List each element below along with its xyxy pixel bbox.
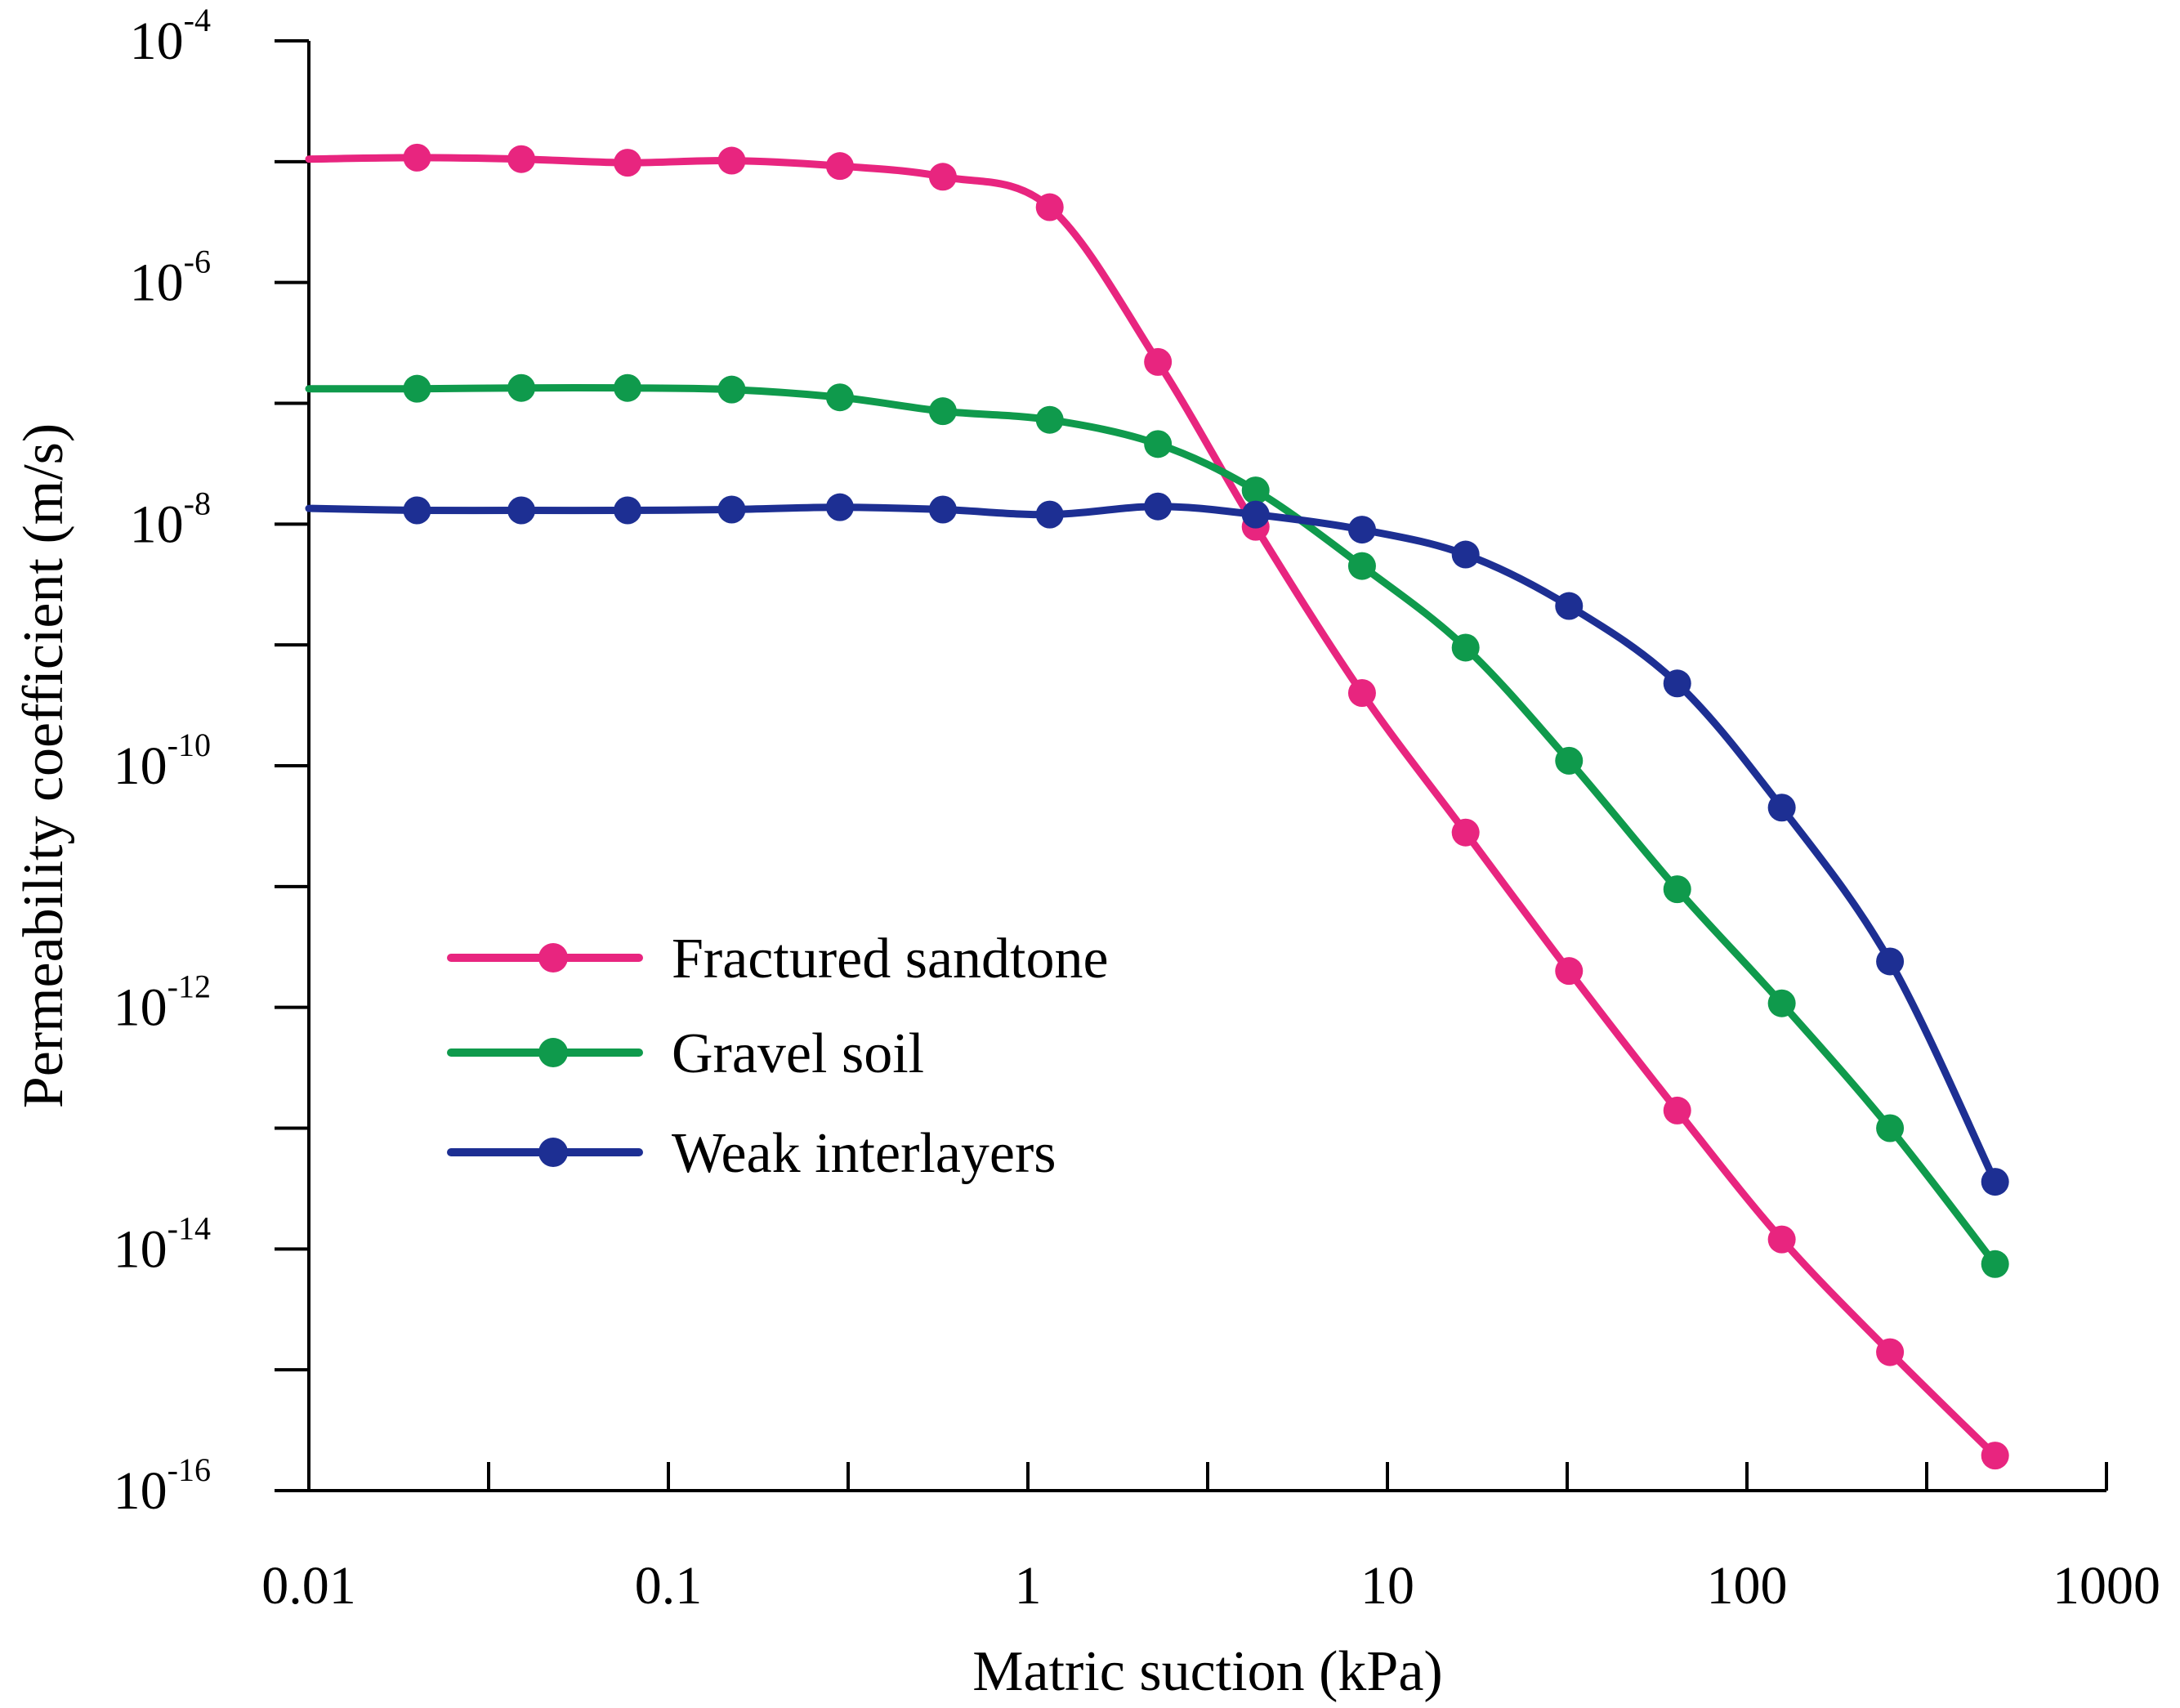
- y-tick-exponent: -14: [168, 1209, 211, 1246]
- legend-swatch-marker: [538, 1038, 568, 1067]
- plot-area: 0.01 0.1 1 10 100 100010-410-610-810-1010-121…: [114, 2, 2160, 1616]
- data-point-gravel-soil: [614, 373, 642, 402]
- data-point-gravel-soil: [1451, 633, 1480, 662]
- y-tick-label: 10-12: [114, 968, 211, 1038]
- x-tick-label: 1000: [2053, 1556, 2160, 1616]
- data-point-fractured-sandtone: [1555, 957, 1584, 986]
- data-point-weak-interlayers: [403, 496, 431, 525]
- legend-item-weak-interlayers: Weak interlayers: [447, 1122, 1056, 1185]
- data-point-weak-interlayers: [614, 496, 642, 525]
- data-point-gravel-soil: [928, 397, 957, 426]
- data-point-fractured-sandtone: [1451, 818, 1480, 847]
- x-tick-label: 100: [1707, 1556, 1788, 1616]
- series-gravel-soil: [305, 373, 2009, 1278]
- y-tick-exponent: -10: [168, 727, 211, 763]
- data-point-gravel-soil: [507, 373, 536, 402]
- data-point-weak-interlayers: [1663, 669, 1691, 698]
- legend-label: Weak interlayers: [672, 1122, 1056, 1185]
- data-point-weak-interlayers: [1347, 516, 1376, 544]
- data-point-gravel-soil: [1876, 1114, 1905, 1142]
- y-tick-base: 10: [114, 1219, 168, 1279]
- y-tick-label: 10-14: [114, 1209, 211, 1279]
- data-point-fractured-sandtone: [928, 163, 957, 191]
- data-point-weak-interlayers: [1144, 492, 1173, 521]
- x-tick-label: 10: [1360, 1556, 1414, 1616]
- legend-label: Fractured sandtone: [672, 928, 1109, 990]
- data-point-fractured-sandtone: [507, 145, 536, 173]
- y-tick-base: 10: [114, 978, 168, 1038]
- y-tick-base: 10: [114, 1461, 168, 1521]
- legend-label: Gravel soil: [672, 1022, 924, 1085]
- data-point-weak-interlayers: [717, 495, 746, 524]
- legend-swatch-marker: [538, 1138, 568, 1167]
- legend-item-gravel-soil: Gravel soil: [447, 1022, 924, 1085]
- data-point-weak-interlayers: [1767, 794, 1796, 822]
- data-point-gravel-soil: [1981, 1250, 2009, 1278]
- y-tick-base: 10: [114, 736, 168, 796]
- data-point-gravel-soil: [403, 374, 431, 403]
- series-line-weak-interlayers: [305, 503, 1999, 1186]
- y-tick-label: 10-4: [130, 2, 211, 71]
- y-axis-title: Permeability coefficient (m/s): [12, 423, 75, 1108]
- data-point-gravel-soil: [1767, 989, 1796, 1017]
- y-tick-exponent: -12: [168, 968, 211, 1005]
- data-point-gravel-soil: [1144, 430, 1173, 458]
- data-point-gravel-soil: [1347, 552, 1376, 580]
- data-point-gravel-soil: [1663, 875, 1691, 904]
- data-point-fractured-sandtone: [403, 143, 431, 172]
- y-tick-exponent: -16: [168, 1451, 211, 1488]
- data-point-weak-interlayers: [507, 496, 536, 525]
- data-point-gravel-soil: [717, 375, 746, 404]
- series-weak-interlayers: [305, 492, 2009, 1196]
- x-tick-label: 0.1: [635, 1556, 703, 1616]
- x-tick-label: 1: [1015, 1556, 1042, 1616]
- data-point-weak-interlayers: [1241, 500, 1270, 529]
- data-point-fractured-sandtone: [1144, 347, 1173, 376]
- x-axis-title: Matric suction (kPa): [972, 1640, 1442, 1703]
- y-tick-label: 10-8: [130, 485, 211, 554]
- y-tick-base: 10: [130, 11, 184, 71]
- data-point-weak-interlayers: [1876, 947, 1905, 976]
- data-point-fractured-sandtone: [717, 146, 746, 175]
- data-point-fractured-sandtone: [825, 152, 854, 181]
- series-fractured-sandtone: [305, 143, 2009, 1470]
- data-point-weak-interlayers: [1555, 592, 1584, 620]
- y-tick-base: 10: [130, 494, 184, 554]
- data-point-weak-interlayers: [825, 493, 854, 521]
- y-tick-exponent: -6: [184, 244, 211, 280]
- y-tick-label: 10-16: [114, 1451, 211, 1521]
- series-line-gravel-soil: [305, 384, 1999, 1268]
- data-point-fractured-sandtone: [1347, 678, 1376, 707]
- data-point-weak-interlayers: [928, 495, 957, 524]
- data-point-gravel-soil: [1035, 405, 1064, 434]
- data-point-weak-interlayers: [1451, 540, 1480, 569]
- data-point-fractured-sandtone: [1981, 1442, 2009, 1470]
- data-point-weak-interlayers: [1035, 500, 1064, 529]
- data-point-gravel-soil: [825, 383, 854, 412]
- y-tick-label: 10-10: [114, 727, 211, 796]
- legend: Fractured sandtone Gravel soil Weak interl…: [447, 928, 1109, 1185]
- legend-swatch-marker: [538, 943, 568, 972]
- y-tick-exponent: -4: [184, 2, 211, 38]
- data-point-fractured-sandtone: [1035, 193, 1064, 221]
- x-tick-label: 0.01: [261, 1556, 356, 1616]
- y-tick-exponent: -8: [184, 485, 211, 521]
- data-point-gravel-soil: [1555, 746, 1584, 775]
- legend-item-fractured-sandtone: Fractured sandtone: [447, 928, 1109, 990]
- y-tick-base: 10: [130, 253, 184, 313]
- data-point-fractured-sandtone: [614, 149, 642, 177]
- series-layer: [305, 143, 2009, 1470]
- y-tick-label: 10-6: [130, 244, 211, 313]
- data-point-fractured-sandtone: [1663, 1096, 1691, 1125]
- data-point-weak-interlayers: [1981, 1168, 2009, 1196]
- data-point-fractured-sandtone: [1876, 1338, 1905, 1366]
- data-point-fractured-sandtone: [1767, 1225, 1796, 1254]
- data-point-gravel-soil: [1241, 476, 1270, 505]
